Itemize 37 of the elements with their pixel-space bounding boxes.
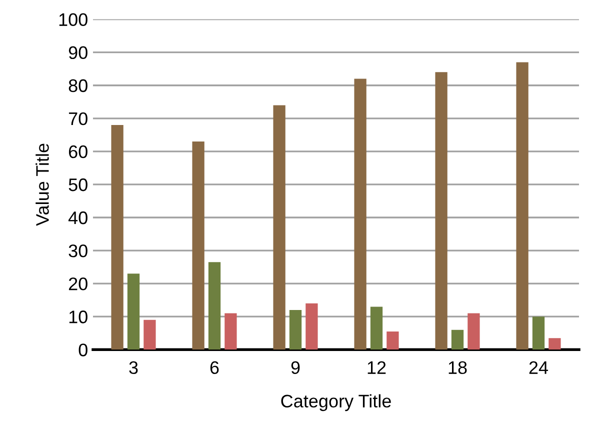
y-tick-label: 0: [78, 344, 88, 356]
y-tick-label: 50: [68, 178, 88, 192]
bar: [451, 330, 464, 350]
bar: [468, 313, 480, 350]
bar: [306, 303, 318, 350]
bar: [354, 78, 366, 350]
y-tick-label: 90: [68, 46, 88, 60]
bar: [192, 142, 204, 350]
bar: [289, 310, 302, 350]
bar: [548, 338, 561, 350]
y-tick-label: 100: [59, 13, 88, 26]
x-tick-label: 9: [291, 361, 300, 374]
x-tick-label: 12: [368, 361, 386, 374]
bar: [386, 331, 399, 350]
bar: [273, 105, 286, 350]
bar: [532, 316, 545, 350]
bar: [435, 72, 448, 350]
y-tick-label: 70: [68, 112, 88, 126]
y-tick-label: 20: [68, 278, 88, 290]
y-tick-label: 30: [68, 244, 88, 258]
x-axis-title: Category Title: [281, 394, 391, 412]
x-tick-label: 24: [529, 361, 548, 374]
y-axis-title: Value Title: [36, 144, 49, 226]
bar: [208, 262, 221, 350]
bar: [370, 306, 383, 350]
y-tick-label: 10: [69, 310, 88, 324]
y-tick-label: 40: [68, 211, 88, 224]
bar: [144, 320, 156, 350]
x-tick-label: 6: [210, 361, 219, 374]
y-tick-label: 60: [68, 145, 88, 158]
bar: [127, 274, 140, 350]
bar: [111, 125, 124, 350]
x-tick-label: 3: [129, 361, 138, 374]
bar: [224, 313, 237, 350]
bar: [516, 62, 528, 350]
x-tick-label: 18: [448, 361, 467, 374]
y-tick-label: 80: [68, 79, 88, 92]
